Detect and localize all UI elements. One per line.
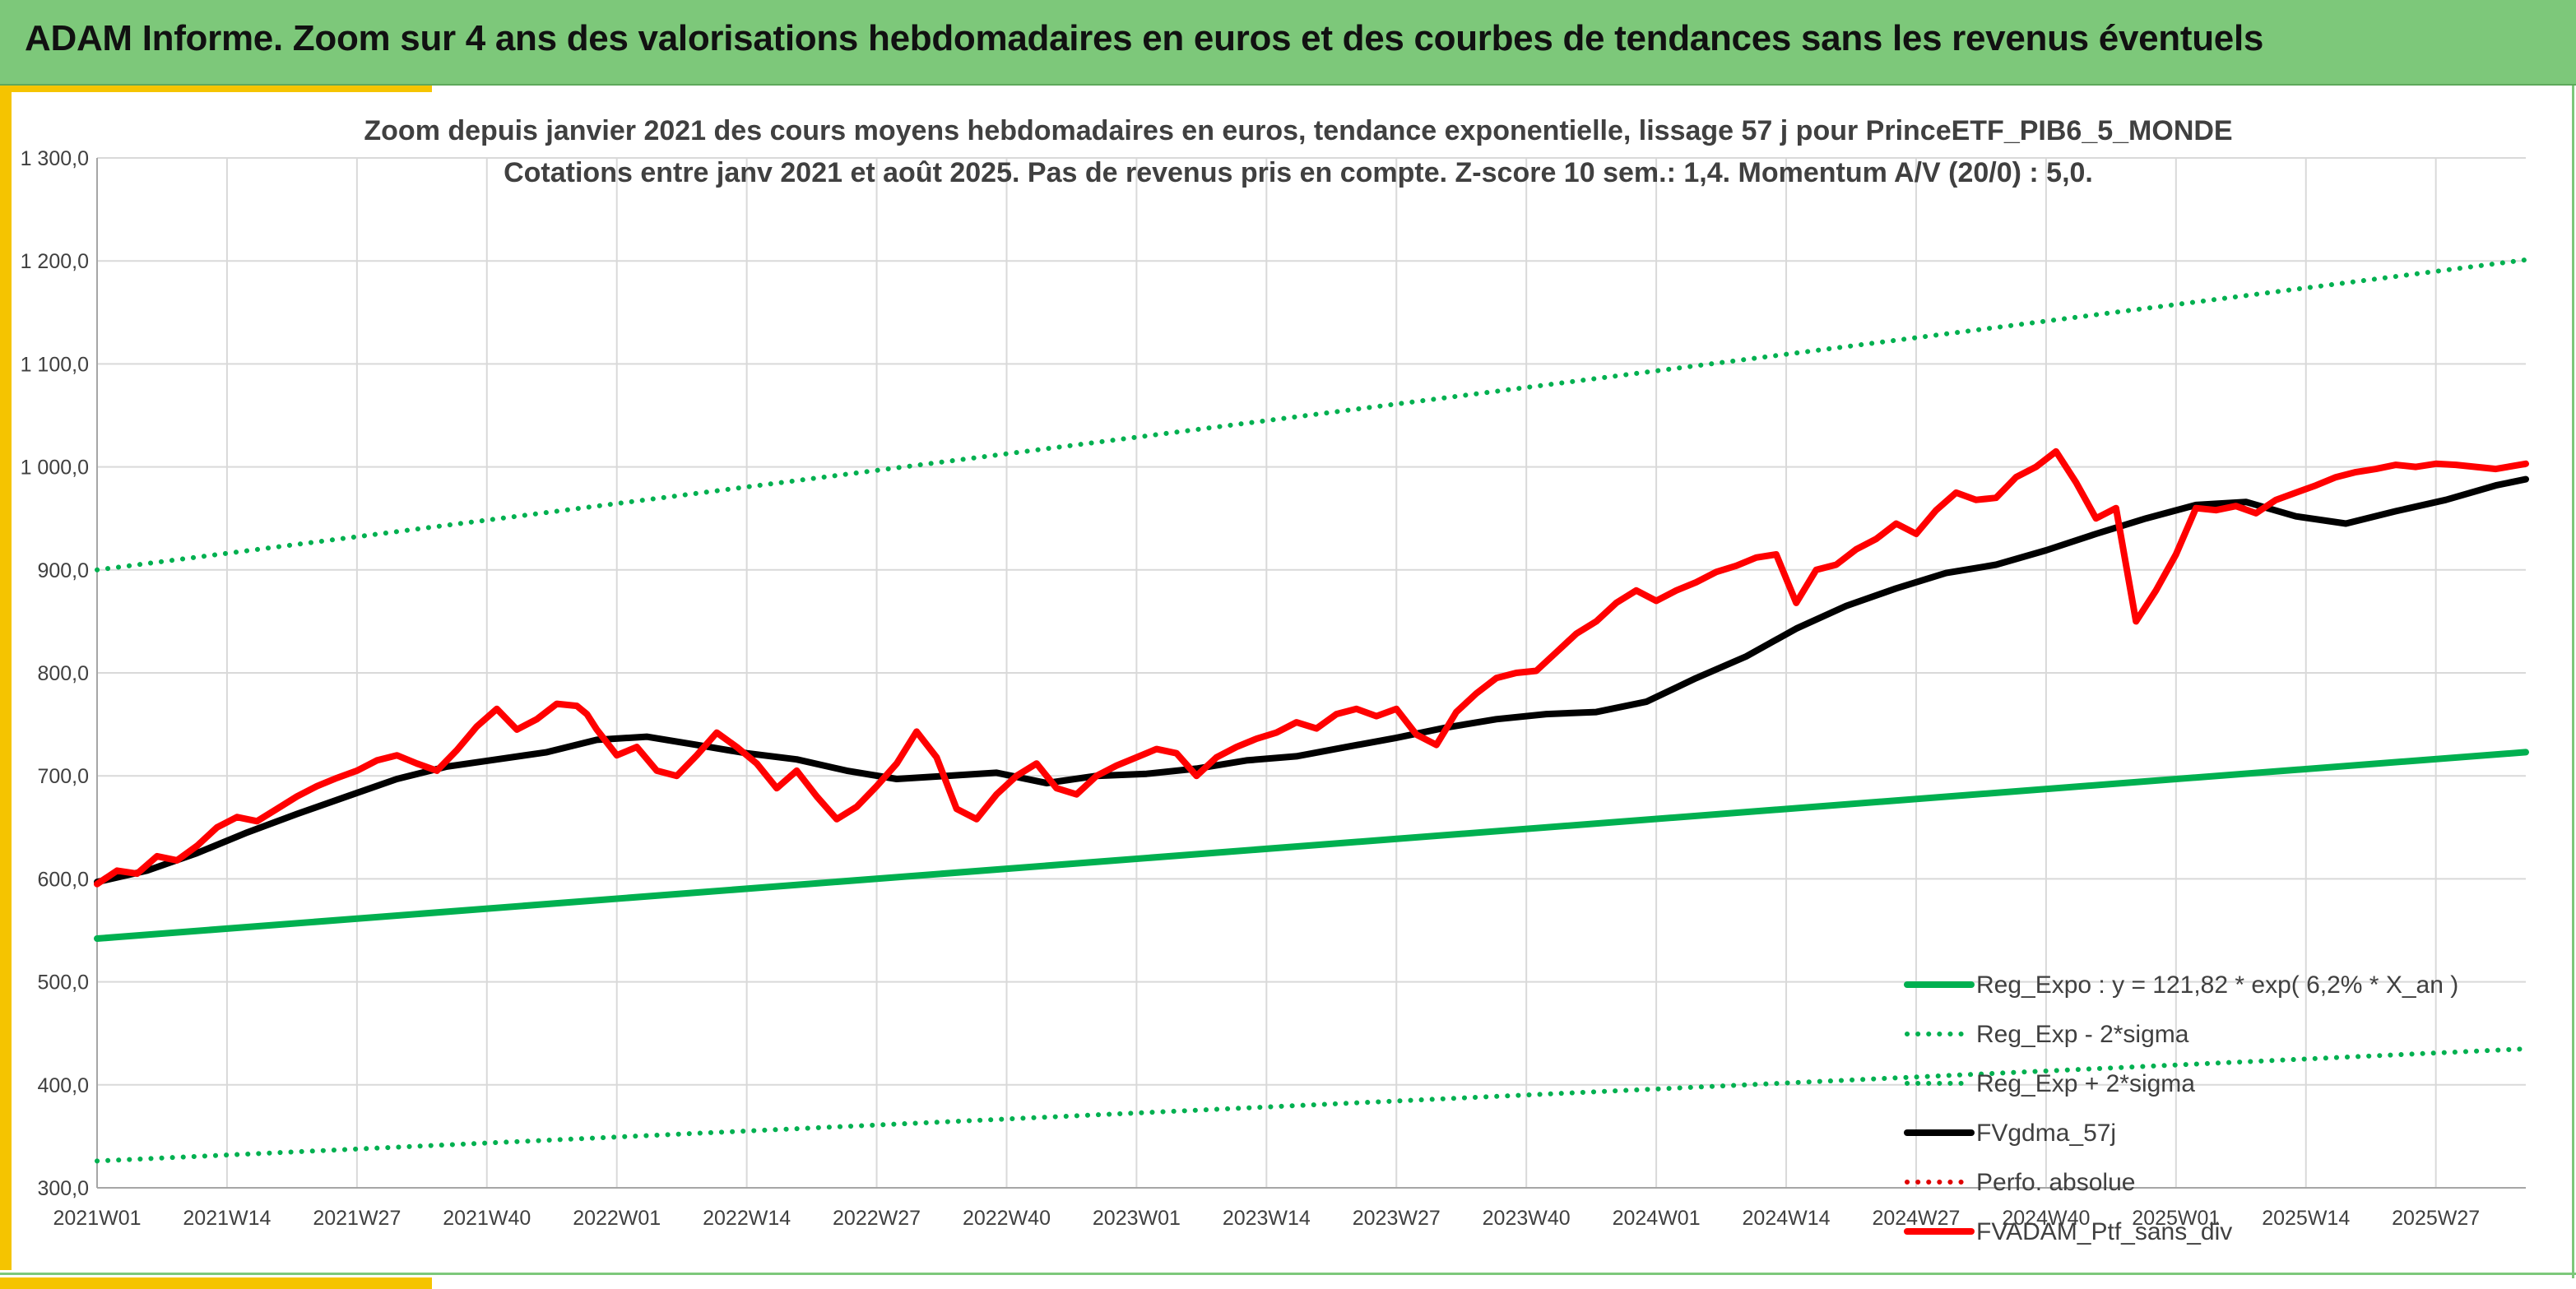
series-line-5 <box>94 447 2529 888</box>
x-tick-label: 2021W27 <box>313 1207 401 1230</box>
y-tick-label: 800,0 <box>37 662 89 685</box>
series-line-2 <box>95 257 2528 573</box>
y-tick-label: 900,0 <box>37 559 89 582</box>
series-line-0 <box>94 749 2529 942</box>
legend-label: Reg_Exp - 2*sigma <box>1976 1021 2189 1048</box>
x-tick-label: 2021W01 <box>53 1207 141 1230</box>
y-tick-label: 300,0 <box>37 1177 89 1200</box>
x-tick-label: 2022W40 <box>963 1207 1051 1230</box>
x-tick-label: 2024W14 <box>1743 1207 1831 1230</box>
x-tick-label: 2021W14 <box>183 1207 271 1230</box>
x-tick-label: 2025W27 <box>2392 1207 2480 1230</box>
x-tick-label: 2025W01 <box>2132 1207 2220 1230</box>
y-tick-label: 600,0 <box>37 868 89 891</box>
x-tick-label: 2022W27 <box>833 1207 921 1230</box>
chart-subtitle: Cotations entre janv 2021 et août 2025. … <box>504 157 2093 188</box>
frame-accent-left <box>0 86 12 1270</box>
legend-label: FVgdma_57j <box>1976 1120 2116 1147</box>
y-tick-label: 1 300,0 <box>21 147 89 170</box>
x-tick-label: 2023W14 <box>1223 1207 1311 1230</box>
legend-label: FVADAM_Ptf_sans_div <box>1976 1218 2232 1245</box>
x-tick-label: 2022W01 <box>573 1207 661 1230</box>
legend-label: Perfo. absolue <box>1976 1169 2135 1196</box>
y-tick-label: 1 100,0 <box>21 353 89 376</box>
x-tick-label: 2023W27 <box>1353 1207 1441 1230</box>
x-tick-label: 2021W40 <box>443 1207 531 1230</box>
chart-title: Zoom depuis janvier 2021 des cours moyen… <box>364 115 2232 146</box>
chart-area: 300,0 400,0 500,0 600,0 700,0 800,0 900,0 1 000… <box>21 115 2529 1245</box>
series-lines <box>94 257 2529 1164</box>
legend-label: Reg_Expo : y = 121,82 * exp( 6,2% * X_an… <box>1976 971 2458 999</box>
x-tick-label: 2024W27 <box>1872 1207 1960 1230</box>
frame-border-right <box>2572 86 2574 1278</box>
legend: Reg_Expo : y = 121,82 * exp( 6,2% * X_an… <box>1904 971 2458 1245</box>
y-tick-label: 1 000,0 <box>21 457 89 480</box>
frame-accent-top <box>0 86 432 92</box>
x-tick-label: 2025W14 <box>2262 1207 2350 1230</box>
axes: 300,0 400,0 500,0 600,0 700,0 800,0 900,0 1 000… <box>21 147 2526 1230</box>
x-tick-label: 2023W40 <box>1483 1207 1571 1230</box>
x-tick-label: 2024W01 <box>1613 1207 1701 1230</box>
x-tick-label: 2022W14 <box>703 1207 791 1230</box>
series-line-1 <box>95 1046 2528 1164</box>
y-tick-label: 700,0 <box>37 765 89 788</box>
frame-accent-bottom <box>0 1277 432 1289</box>
frame-border-bottom <box>0 1273 2576 1275</box>
series-line-3 <box>94 475 2529 886</box>
y-tick-label: 1 200,0 <box>21 250 89 273</box>
x-tick-label: 2023W01 <box>1093 1207 1181 1230</box>
title-banner: ADAM Informe. Zoom sur 4 ans des valoris… <box>0 0 2576 86</box>
y-tick-label: 400,0 <box>37 1074 89 1097</box>
banner-title: ADAM Informe. Zoom sur 4 ans des valoris… <box>25 18 2264 58</box>
legend-label: Reg_Exp + 2*sigma <box>1976 1070 2195 1097</box>
y-tick-label: 500,0 <box>37 971 89 995</box>
x-tick-label: 2024W40 <box>2002 1207 2090 1230</box>
